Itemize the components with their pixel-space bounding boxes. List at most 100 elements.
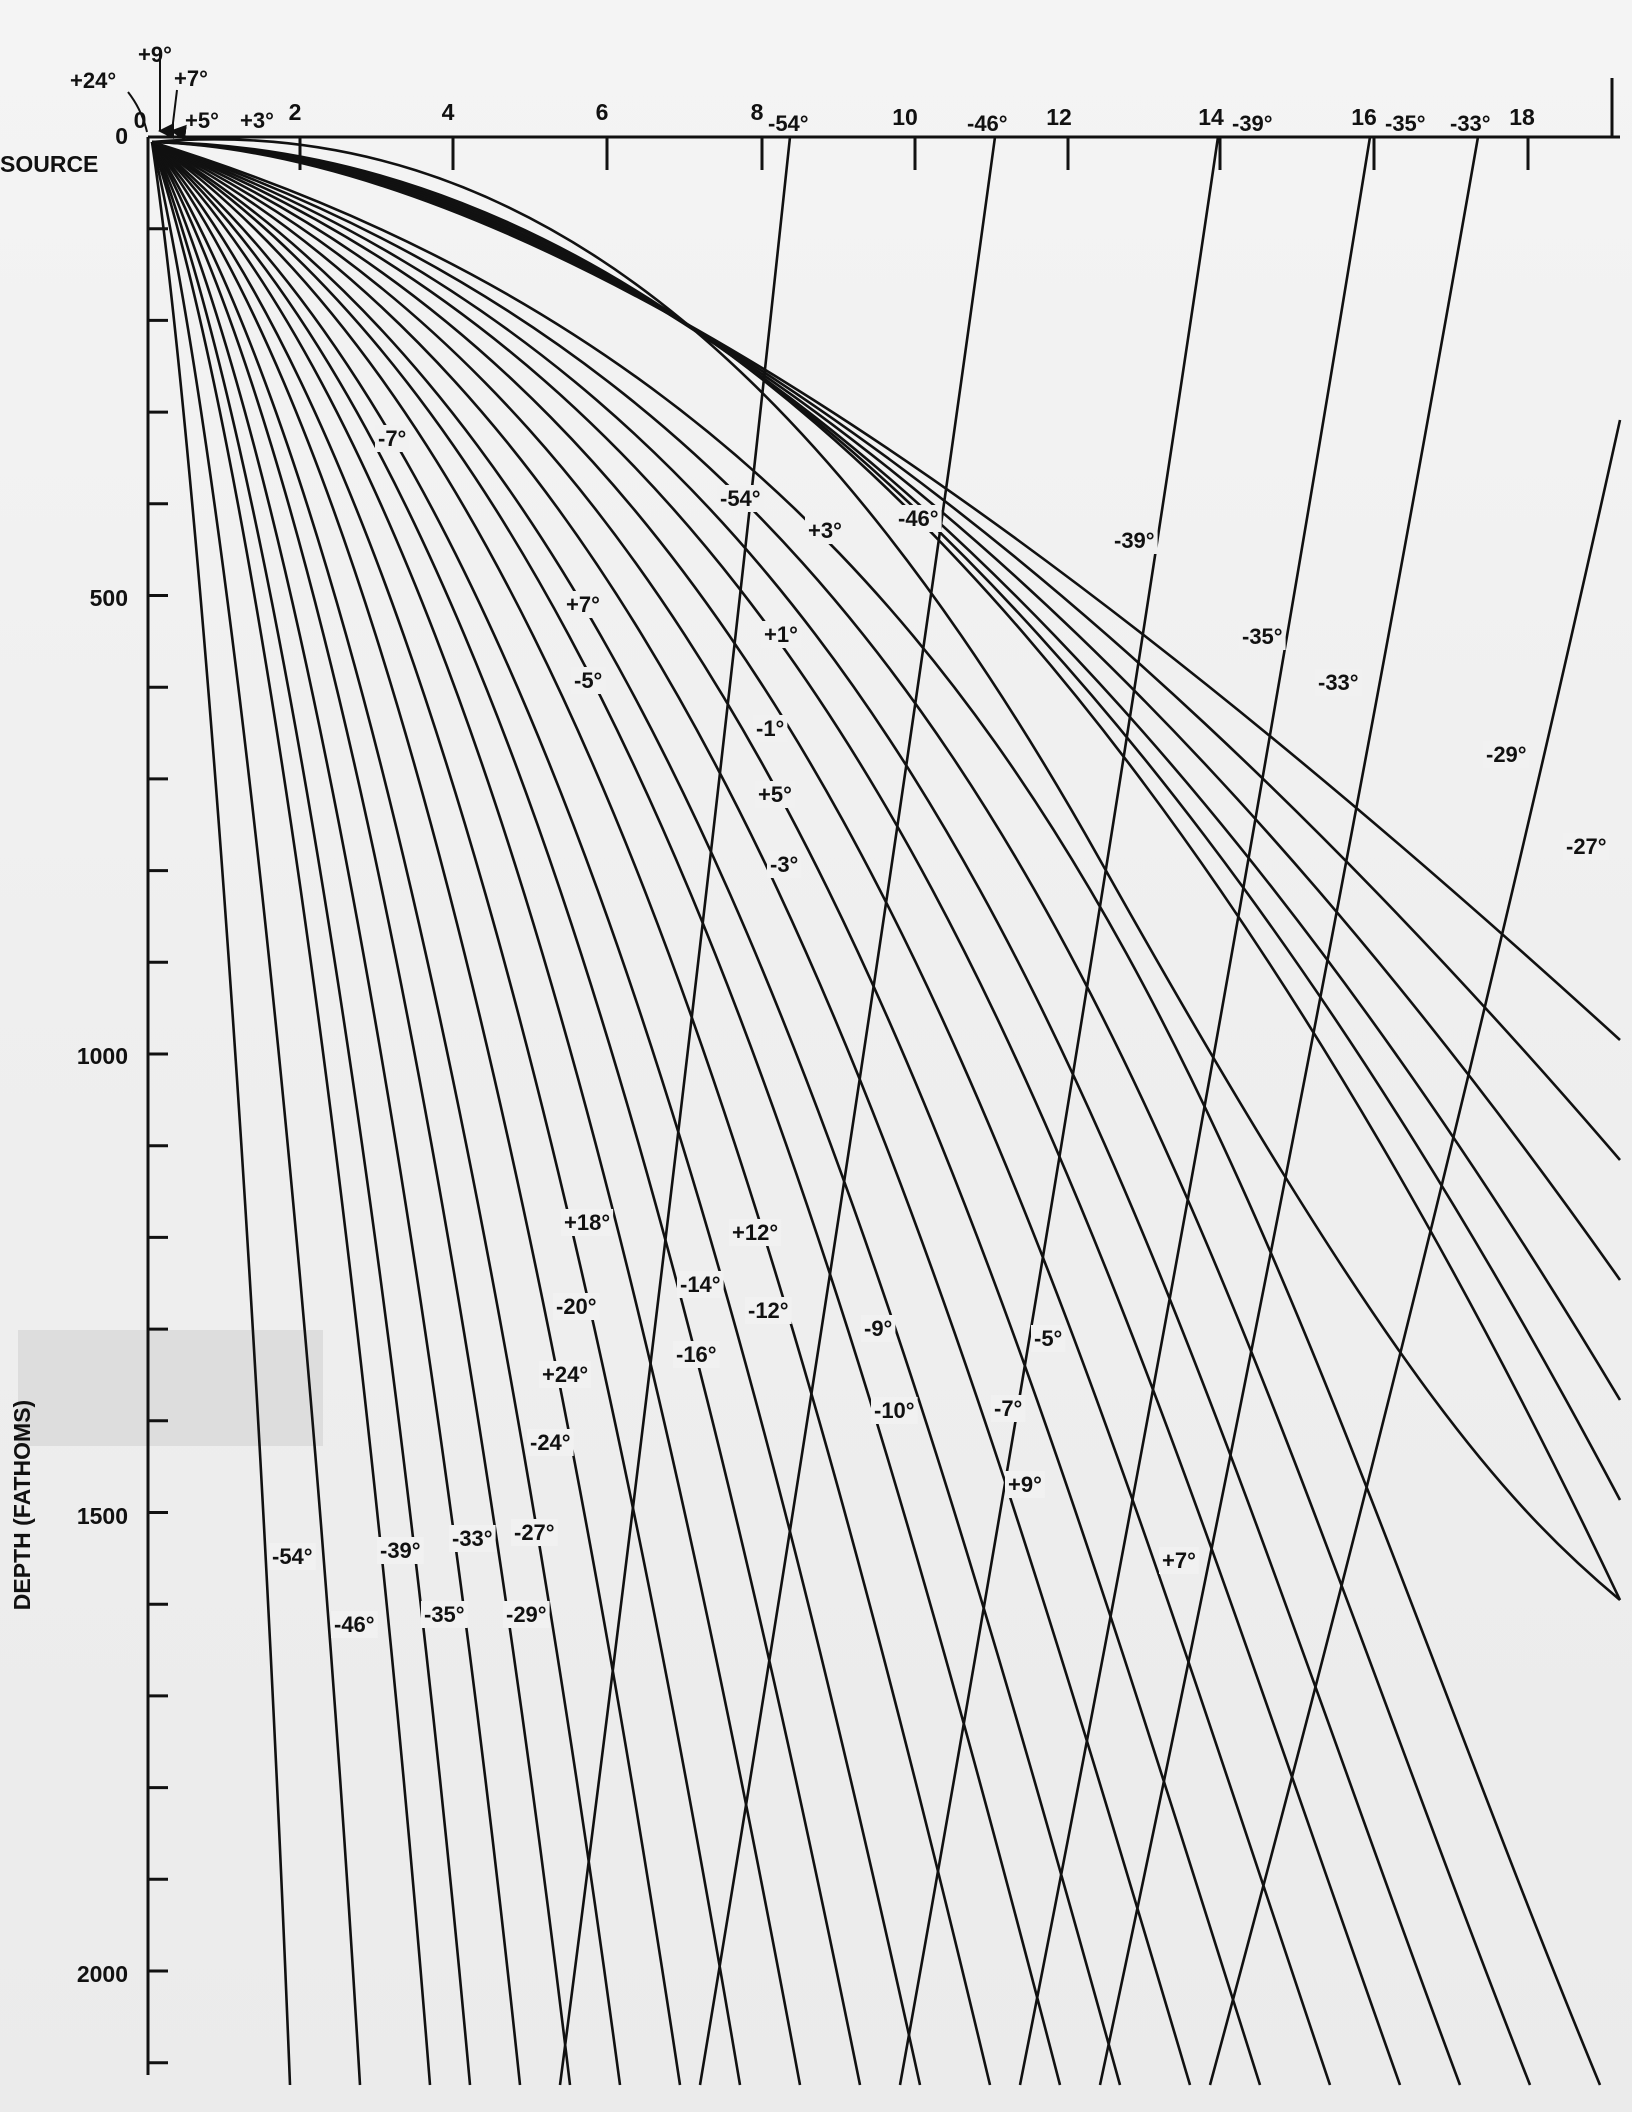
- ray-path: [151, 140, 1622, 1601]
- ray-label-halo: [421, 1601, 468, 1628]
- top-angle-label: -54°: [768, 111, 809, 136]
- ray-path: [150, 141, 572, 2086]
- source-angle-label: +9°: [138, 42, 172, 67]
- depth-tick-1500: 1500: [77, 1503, 128, 1529]
- ray-path: [151, 137, 1621, 1601]
- ray-path: [151, 140, 992, 2086]
- top-angle-label: -35°: [1385, 111, 1426, 136]
- ray-label: +7°: [566, 592, 600, 617]
- ray-path: [151, 140, 922, 2086]
- ray-path: [150, 141, 292, 2086]
- ray-label: +9°: [1008, 1472, 1042, 1497]
- ray-label-halo: [563, 591, 603, 618]
- ray-label-halo: [1159, 1547, 1199, 1574]
- ray-path: [150, 141, 362, 2086]
- ray-label-halo: [539, 1361, 592, 1388]
- ray-label: -35°: [1242, 624, 1283, 649]
- ray-label-halo: [553, 1293, 600, 1320]
- ray-label: +5°: [758, 782, 792, 807]
- ray-label: +18°: [564, 1210, 610, 1235]
- ray-label-halo: [895, 505, 942, 532]
- depth-tick-0: 0: [115, 123, 128, 149]
- ray-paths: [150, 136, 1622, 2086]
- ray-label: -3°: [770, 852, 798, 877]
- ray-label-halo: [673, 1341, 720, 1368]
- ray-label-halo: [1239, 623, 1286, 650]
- ray-path: [151, 140, 1622, 1281]
- ray-label-halo: [1563, 833, 1610, 860]
- ray-label: -5°: [574, 668, 602, 693]
- source-leader-24: [127, 91, 148, 133]
- ray-path: [151, 140, 1192, 2086]
- ray-path: [151, 140, 1462, 2086]
- ray-label-halo: [449, 1525, 496, 1552]
- ray-label: +24°: [542, 1362, 588, 1387]
- depth-tick-1000: 1000: [77, 1043, 128, 1069]
- ray-label-halo: [377, 1537, 424, 1564]
- ray-label: -7°: [994, 1396, 1022, 1421]
- ray-labels: -7° -54° +3° -46° -39° +7° +1° -35° -5° …: [269, 425, 1610, 1638]
- ray-path: [151, 141, 742, 2086]
- ray-label-halo: [745, 1297, 792, 1324]
- ray-label: -1°: [756, 716, 784, 741]
- ray-path: [898, 136, 1220, 2086]
- ray-label-halo: [269, 1543, 316, 1570]
- ray-path: [558, 136, 792, 2086]
- ray-label-halo: [1005, 1471, 1045, 1498]
- range-tick-10: 10: [892, 104, 918, 130]
- ray-label-halo: [753, 715, 788, 742]
- ray-label: -29°: [1486, 742, 1527, 767]
- ray-label: -46°: [898, 506, 939, 531]
- ray-label-halo: [1031, 1325, 1066, 1352]
- depth-tick-labels: 0 500 1000 1500 2000: [77, 123, 128, 1987]
- range-tick-12: 12: [1046, 104, 1072, 130]
- source-angle-labels: +24° +9° +7° +5° +3°: [70, 42, 274, 141]
- source-angle-label: +3°: [240, 108, 274, 133]
- ray-path: [1098, 136, 1480, 2086]
- ray-label: -24°: [530, 1430, 571, 1455]
- source-arrow-7: [170, 89, 187, 141]
- ray-label: +3°: [808, 518, 842, 543]
- ray-path: [151, 140, 1621, 1041]
- range-tick-0: 0: [134, 107, 147, 133]
- ray-label: -33°: [1318, 670, 1359, 695]
- ray-path: [150, 141, 622, 2086]
- ray-label-halo: [677, 1271, 724, 1298]
- ray-label-halo: [561, 1209, 614, 1236]
- ray-path: [151, 140, 1622, 1501]
- range-tick-2: 2: [289, 99, 302, 125]
- range-tick-16: 16: [1351, 104, 1377, 130]
- ray-label: -54°: [272, 1544, 313, 1569]
- ray-label-halo: [717, 485, 764, 512]
- ray-label: -39°: [380, 1538, 421, 1563]
- ray-path: [1018, 136, 1372, 2086]
- top-angle-labels: -54° -46° -39° -35° -33°: [768, 111, 1491, 136]
- ray-label-halo: [1315, 669, 1362, 696]
- ray-path: [151, 140, 1262, 2086]
- ray-label-halo: [861, 1315, 896, 1342]
- ray-path: [151, 140, 1402, 2086]
- top-angle-label: -39°: [1232, 111, 1273, 136]
- tape-patch: [18, 1330, 323, 1446]
- ray-path: [151, 140, 1621, 1161]
- ray-label-halo: [331, 1611, 378, 1638]
- ray-label: -14°: [680, 1272, 721, 1297]
- ray-path: [150, 141, 432, 2086]
- ray-path: [151, 140, 1532, 2086]
- ray-label-halo: [527, 1429, 574, 1456]
- ray-path: [1208, 419, 1622, 2086]
- ray-path: [151, 140, 1602, 2086]
- ray-path: [698, 136, 997, 2086]
- ray-label: -27°: [1566, 834, 1607, 859]
- ray-path: [150, 141, 682, 2086]
- depth-axis-ticks: [148, 135, 168, 2065]
- ray-label: -16°: [676, 1342, 717, 1367]
- ray-label-halo: [1483, 741, 1530, 768]
- ray-label: -12°: [748, 1298, 789, 1323]
- range-tick-6: 6: [596, 99, 609, 125]
- ray-label: -9°: [864, 1316, 892, 1341]
- top-angle-label: -33°: [1450, 111, 1491, 136]
- ray-path: [151, 140, 1122, 2086]
- ray-label: +7°: [1162, 1548, 1196, 1573]
